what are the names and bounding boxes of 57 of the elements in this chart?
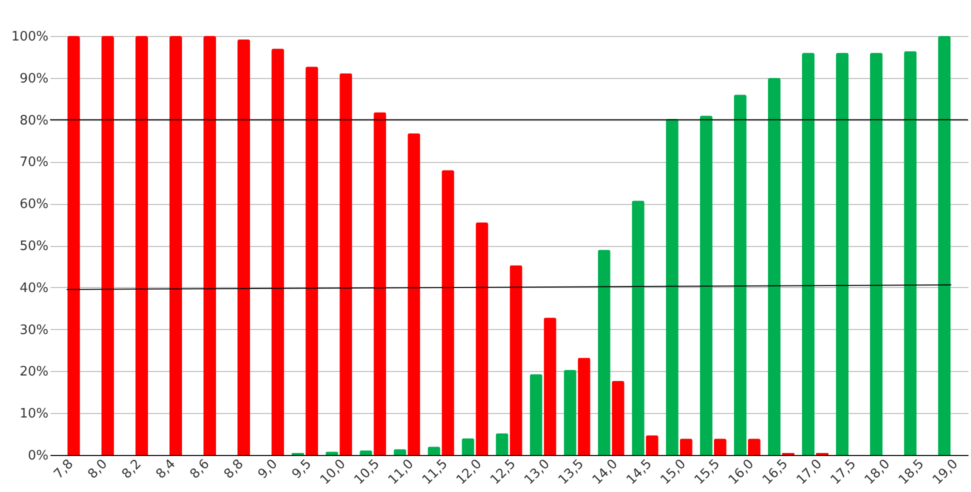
bar — [67, 36, 80, 455]
bar — [544, 318, 556, 455]
bar — [306, 66, 318, 455]
bar — [374, 112, 386, 455]
x-tick-label: 7,8 — [51, 456, 77, 482]
bar — [272, 48, 284, 455]
bar — [870, 52, 883, 455]
bar — [530, 374, 542, 455]
bar — [408, 133, 420, 455]
x-tick-label: 8,2 — [119, 456, 145, 482]
x-tick-label: 9,0 — [255, 456, 281, 482]
y-tick-label: 80% — [20, 113, 48, 128]
y-tick-label: 70% — [20, 155, 48, 170]
bar — [734, 94, 746, 455]
bar — [666, 118, 678, 455]
x-tick-label: 8,0 — [85, 456, 111, 482]
bar — [802, 52, 815, 455]
y-tick-label: 10% — [20, 406, 48, 422]
bar — [714, 438, 726, 455]
bar — [442, 170, 454, 455]
bar — [510, 265, 522, 455]
bar — [836, 52, 849, 455]
y-tick-label: 50% — [20, 239, 48, 254]
bar — [904, 51, 917, 455]
y-tick-label: 100% — [11, 30, 48, 44]
bar — [476, 222, 488, 455]
bar — [748, 438, 760, 455]
y-tick-label: 30% — [20, 322, 48, 338]
bar — [203, 36, 216, 455]
x-tick-label: 8,8 — [221, 456, 247, 482]
bar — [496, 433, 508, 455]
bar — [462, 438, 474, 455]
x-tick-label: 9,5 — [290, 456, 315, 482]
bar — [612, 380, 624, 455]
y-tick-label: 60% — [20, 197, 48, 212]
bar — [360, 450, 372, 455]
x-tick-label: 8,6 — [187, 456, 213, 482]
y-tick-label: 90% — [20, 71, 48, 86]
bar — [169, 36, 182, 455]
bar — [646, 435, 658, 455]
bar — [598, 250, 610, 455]
bar — [237, 39, 250, 455]
bar — [340, 73, 352, 455]
bar — [428, 446, 440, 455]
y-tick-label: 0% — [28, 448, 48, 464]
bar — [578, 358, 590, 455]
bar — [768, 78, 781, 455]
bar — [938, 36, 951, 455]
bar — [564, 370, 576, 455]
bar — [135, 36, 148, 455]
bar — [700, 116, 712, 455]
y-tick-label: 20% — [20, 364, 48, 380]
bar — [632, 200, 644, 455]
y-tick-label: 40% — [20, 280, 48, 296]
x-tick-label: 8,4 — [153, 456, 179, 482]
bar — [680, 438, 692, 455]
bar — [101, 36, 114, 455]
